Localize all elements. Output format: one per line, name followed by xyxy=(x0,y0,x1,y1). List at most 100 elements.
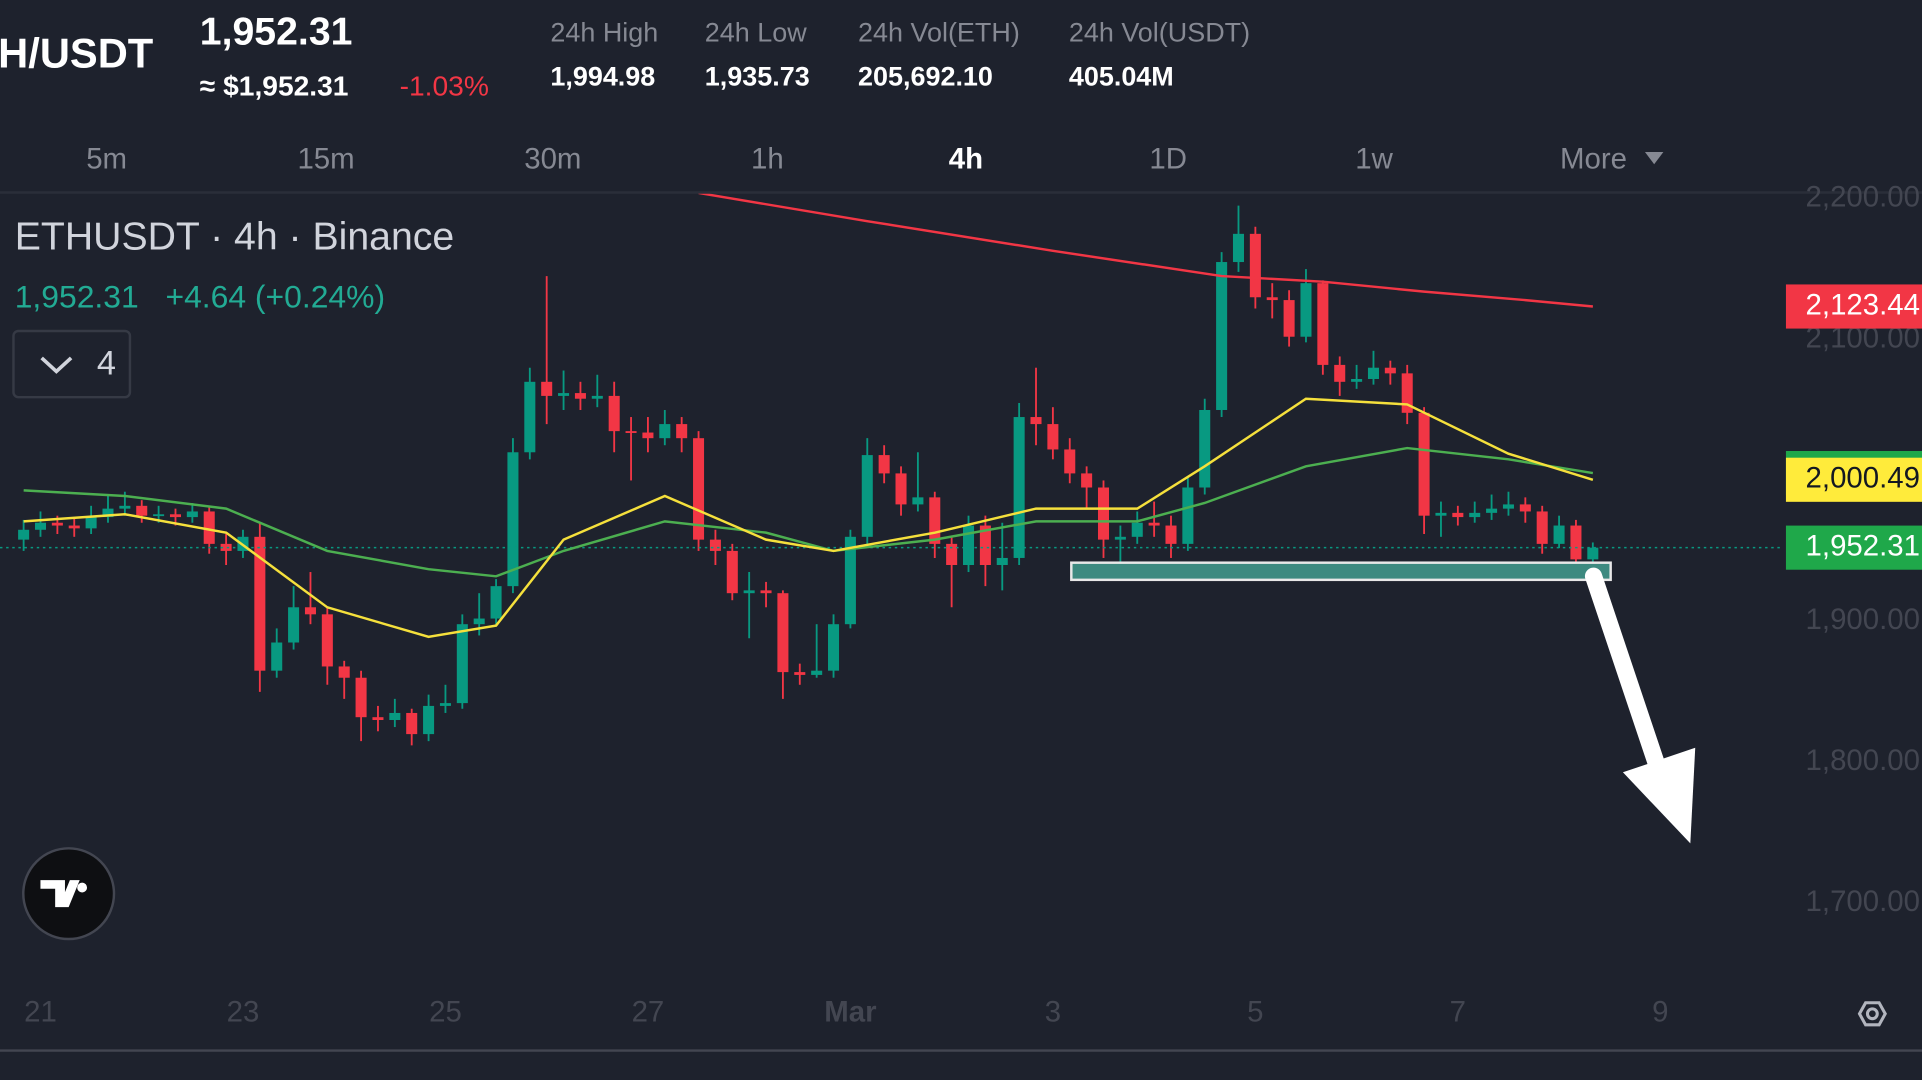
candle-body xyxy=(574,393,586,399)
timeframe-tab[interactable]: 4h xyxy=(949,142,983,175)
candle-body xyxy=(1435,512,1447,516)
stat-value: 1,994.98 xyxy=(550,62,655,92)
support-zone xyxy=(1070,561,1612,582)
candle-body xyxy=(541,381,553,396)
drawings xyxy=(1070,561,1696,844)
candle-body xyxy=(507,452,519,587)
candle-body xyxy=(625,431,637,433)
x-tick-label: 5 xyxy=(1247,996,1263,1029)
candle-body xyxy=(1536,511,1548,544)
timeframe-tab[interactable]: 1h xyxy=(751,142,784,175)
candle-body xyxy=(1452,512,1464,518)
candle-body xyxy=(321,614,333,667)
candle-body xyxy=(608,395,620,432)
candle-body xyxy=(861,455,873,537)
legend-change: +4.64 (+0.24%) xyxy=(165,279,385,315)
usd-price: ≈ $1,952.31 xyxy=(200,70,349,102)
candle-body xyxy=(1165,525,1177,544)
dropdown-caret xyxy=(1644,152,1664,165)
logo[interactable] xyxy=(22,847,116,941)
candle-body xyxy=(1064,449,1076,474)
stat-label: 24h High xyxy=(550,17,658,47)
toggle-box[interactable] xyxy=(12,329,132,399)
candle-body xyxy=(1097,487,1110,540)
timeframe-tab[interactable]: More xyxy=(1560,142,1627,175)
logo-mark xyxy=(40,880,80,908)
candle-body xyxy=(18,529,30,540)
candle-body xyxy=(1283,300,1295,337)
moving-average xyxy=(23,397,1594,639)
change: -1.03% xyxy=(400,70,489,102)
x-tick-label: 3 xyxy=(1045,996,1061,1029)
candle-body xyxy=(1486,508,1498,513)
candle-body xyxy=(1519,504,1531,512)
candle-body xyxy=(709,539,721,551)
candle-body xyxy=(1216,262,1228,410)
timeframe-tab[interactable]: 15m xyxy=(297,142,354,175)
stat-label: 24h Vol(USDT) xyxy=(1069,17,1250,47)
candle-body xyxy=(1418,412,1430,516)
candle-body xyxy=(406,712,418,735)
candle-body xyxy=(1081,473,1093,488)
candle-body xyxy=(1570,525,1582,560)
candle-body xyxy=(136,505,148,516)
candle-body xyxy=(912,497,924,505)
chevron xyxy=(40,356,73,374)
timeframe-tab[interactable]: 5m xyxy=(86,142,127,175)
candle-body xyxy=(34,522,47,530)
candle-body xyxy=(963,525,975,566)
candle-body xyxy=(1047,424,1059,450)
gear[interactable] xyxy=(1857,1001,1887,1027)
timeframe-tab[interactable]: 30m xyxy=(524,142,581,175)
candle-body xyxy=(878,455,890,474)
candle-body xyxy=(1553,525,1565,544)
x-tick-label: 25 xyxy=(429,996,462,1029)
x-tick-label: 21 xyxy=(24,996,57,1029)
x-tick-label: Mar xyxy=(824,996,876,1029)
candle-body xyxy=(288,607,300,643)
candle-body xyxy=(1148,522,1160,526)
candle-body xyxy=(68,525,80,529)
indicators-toggle[interactable]: 4 xyxy=(12,329,132,399)
candle-body xyxy=(760,590,772,594)
candle-body xyxy=(524,381,536,453)
stat-value: 1,935.73 xyxy=(705,62,810,92)
logo-dot xyxy=(77,882,88,893)
candle-body xyxy=(51,522,63,526)
moving-average xyxy=(698,193,1593,308)
candle-body xyxy=(1469,512,1481,518)
candle-body xyxy=(203,511,215,544)
stat-label: 24h Low xyxy=(705,17,807,47)
candle-body xyxy=(693,438,705,540)
header: ETH/USDT 1,952.31 ≈ $1,952.31 -1.03% 24h… xyxy=(0,10,1250,102)
candle-body xyxy=(1114,536,1126,540)
candle-body xyxy=(119,505,131,509)
legend-price: 1,952.31 xyxy=(15,279,139,315)
candle-body xyxy=(1351,378,1363,382)
candle-body xyxy=(676,424,688,439)
candle-body xyxy=(372,717,384,721)
candle-body xyxy=(777,593,789,673)
stat-value: 205,692.10 xyxy=(858,62,993,92)
candle-body xyxy=(1030,417,1042,425)
candle-body xyxy=(338,666,350,678)
candle-body xyxy=(929,497,941,544)
timeframe-tab[interactable]: 1D xyxy=(1149,142,1187,175)
price-tag xyxy=(1785,457,1922,502)
candle-body xyxy=(794,672,806,675)
candle-body xyxy=(558,393,570,396)
candle-body xyxy=(1013,417,1025,558)
y-tick-label: 2,200.00 xyxy=(1806,180,1920,213)
candle-body xyxy=(254,536,266,671)
price-tag-label: 2,000.49 xyxy=(1806,462,1920,495)
candle-body xyxy=(811,670,823,675)
settings[interactable] xyxy=(1857,1001,1887,1027)
candle-body xyxy=(1232,233,1245,263)
timeframe-tab[interactable]: 1w xyxy=(1355,142,1393,175)
candle-body xyxy=(1587,547,1599,560)
moving-average xyxy=(23,446,1594,578)
candle-body xyxy=(473,618,485,625)
x-tick-label: 7 xyxy=(1450,996,1466,1029)
